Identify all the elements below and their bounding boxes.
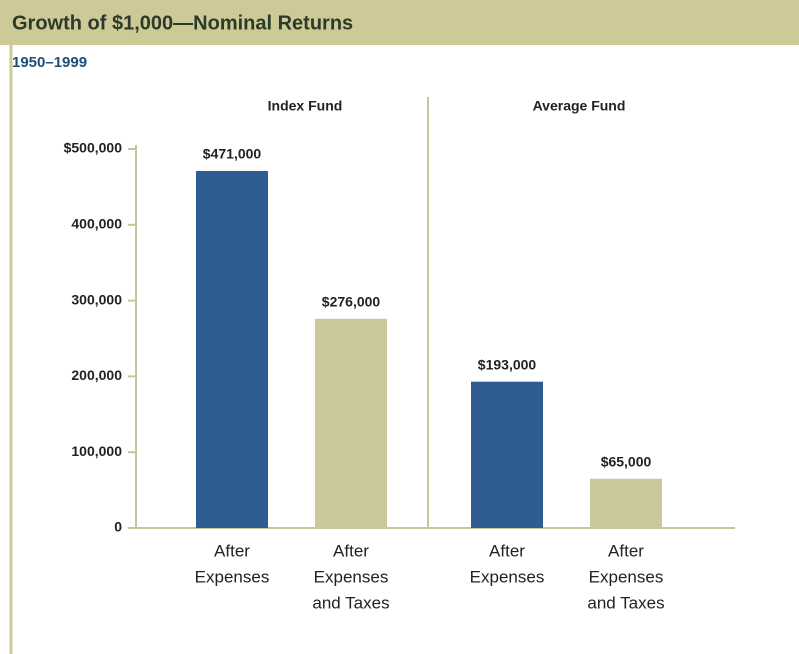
x-tick-label: After (214, 541, 250, 560)
value-label: $65,000 (601, 453, 652, 469)
bar (471, 381, 543, 528)
value-label: $471,000 (203, 146, 262, 162)
bar (315, 318, 387, 528)
y-tick-label: 400,000 (71, 216, 122, 232)
x-tick-label: and Taxes (312, 593, 389, 612)
y-tick-label: 300,000 (71, 291, 122, 307)
y-tick-label: 100,000 (71, 443, 122, 459)
bar (196, 170, 268, 528)
group-label: Average Fund (533, 98, 626, 114)
y-tick-label: 0 (114, 519, 122, 535)
x-tick-label: Expenses (195, 567, 270, 586)
value-label: $193,000 (478, 356, 537, 372)
x-tick-label: After (608, 541, 644, 560)
y-tick-label: 200,000 (71, 367, 122, 383)
bar (590, 478, 662, 528)
value-label: $276,000 (322, 293, 381, 309)
x-tick-label: Expenses (470, 567, 545, 586)
x-tick-label: Expenses (589, 567, 664, 586)
chart-title: Growth of $1,000—Nominal Returns (12, 12, 353, 34)
x-tick-label: After (333, 541, 369, 560)
header-band (0, 0, 799, 45)
x-tick-label: After (489, 541, 525, 560)
x-tick-label: Expenses (314, 567, 389, 586)
chart-subtitle: 1950–1999 (12, 54, 87, 71)
group-label: Index Fund (268, 98, 343, 114)
x-tick-label: and Taxes (587, 593, 664, 612)
y-tick-label: $500,000 (64, 140, 123, 156)
